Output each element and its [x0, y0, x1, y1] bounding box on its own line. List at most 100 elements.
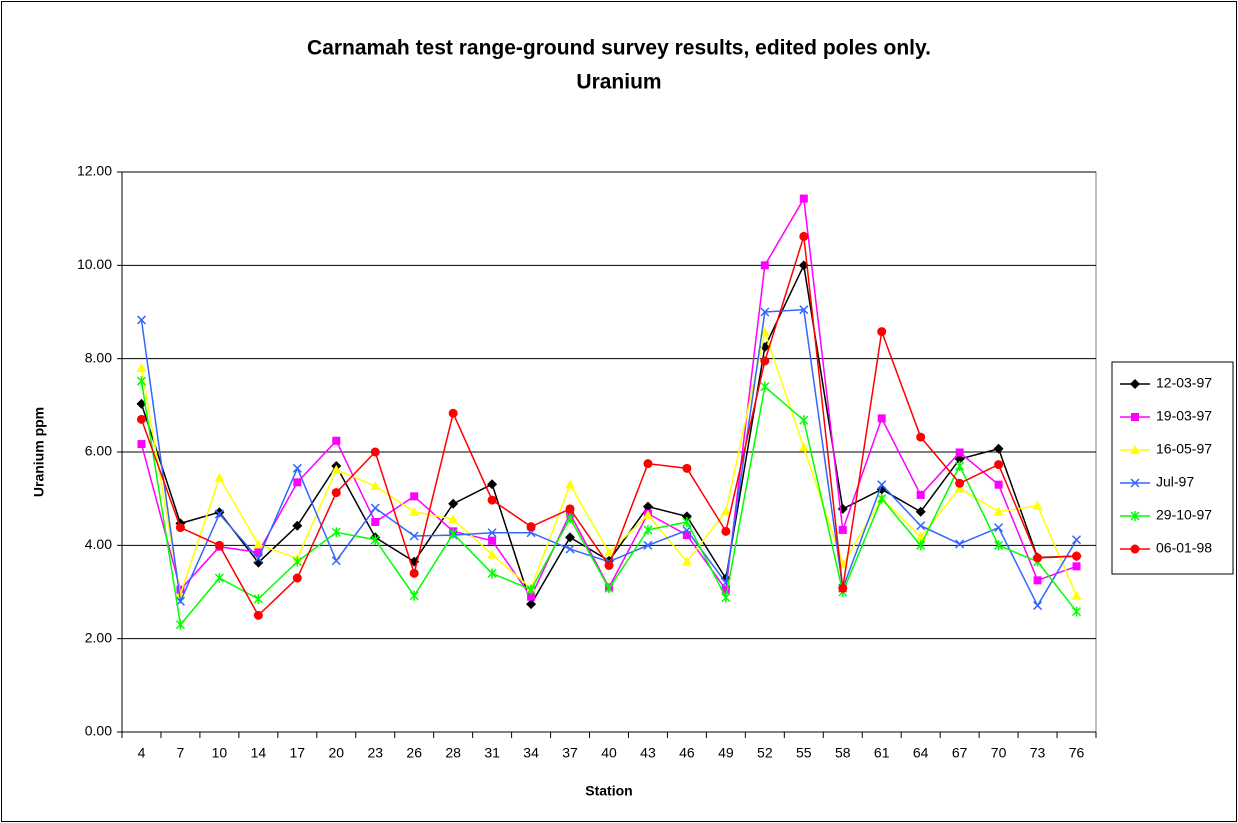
- x-tick-label: 61: [874, 745, 890, 761]
- data-point: [370, 481, 381, 491]
- data-point: [370, 534, 380, 545]
- data-point: [721, 592, 731, 603]
- x-tick-label: 76: [1069, 745, 1085, 761]
- data-point: [253, 610, 263, 620]
- data-point: [410, 492, 419, 501]
- x-tick-label: 52: [757, 745, 773, 761]
- data-point: [760, 307, 770, 317]
- y-tick-label: 10.00: [77, 256, 112, 272]
- x-axis-title: Station: [585, 783, 632, 799]
- data-point: [292, 556, 302, 567]
- data-point: [1072, 562, 1081, 571]
- data-point: [253, 553, 263, 563]
- data-point: [994, 540, 1004, 551]
- legend-item: Jul-97: [1120, 474, 1194, 490]
- data-point: [1033, 601, 1043, 611]
- data-point: [448, 528, 458, 539]
- x-tick-label: 31: [484, 745, 500, 761]
- y-tick-label: 2.00: [85, 629, 112, 645]
- data-point: [604, 560, 614, 570]
- data-point: [1033, 576, 1042, 585]
- data-point: [487, 495, 497, 505]
- data-point: [760, 381, 770, 392]
- data-point: [1033, 553, 1043, 563]
- data-point: [604, 583, 614, 594]
- data-point: [760, 261, 769, 270]
- data-point: [526, 599, 537, 610]
- data-point: [254, 548, 263, 557]
- data-point: [487, 549, 498, 559]
- x-tick-label: 46: [679, 745, 695, 761]
- data-point: [916, 540, 926, 551]
- data-point: [955, 461, 965, 471]
- data-point: [136, 414, 146, 424]
- data-point: [955, 478, 965, 488]
- x-tick-label: 70: [991, 745, 1007, 761]
- data-point: [488, 536, 497, 545]
- data-point: [643, 524, 653, 535]
- data-point: [643, 540, 653, 550]
- x-tick-label: 40: [601, 745, 617, 761]
- legend-label: 16-05-97: [1156, 441, 1212, 457]
- data-point: [604, 547, 614, 557]
- legend-marker: [1131, 413, 1139, 421]
- data-point: [799, 305, 809, 315]
- data-point: [293, 478, 302, 487]
- legend-label: 06-01-98: [1156, 540, 1212, 556]
- data-point: [1072, 551, 1082, 561]
- x-tick-label: 17: [290, 745, 306, 761]
- data-point: [955, 539, 965, 549]
- x-tick-label: 64: [913, 745, 929, 761]
- data-point: [175, 523, 185, 533]
- x-tick-label: 23: [367, 745, 383, 761]
- data-point: [409, 531, 419, 541]
- data-point: [681, 556, 692, 566]
- data-point: [253, 594, 263, 604]
- data-point: [799, 415, 809, 426]
- data-point: [565, 532, 576, 543]
- legend-label: 12-03-97: [1156, 375, 1212, 391]
- data-point: [954, 454, 965, 464]
- data-point: [409, 506, 420, 516]
- data-point: [214, 573, 224, 583]
- data-point: [565, 504, 575, 514]
- x-tick-label: 20: [328, 745, 344, 761]
- data-point: [682, 517, 692, 527]
- legend-item: 19-03-97: [1120, 408, 1212, 424]
- data-point: [370, 447, 380, 457]
- data-point: [994, 480, 1003, 489]
- data-point: [760, 356, 770, 366]
- chart-title: Carnamah test range-ground survey result…: [307, 37, 931, 60]
- x-tick-label: 4: [138, 745, 146, 761]
- legend-marker: [1130, 478, 1140, 488]
- data-point: [877, 493, 887, 504]
- data-point: [331, 464, 342, 474]
- y-tick-label: 4.00: [85, 536, 112, 552]
- x-tick-label: 14: [251, 745, 267, 761]
- data-point: [565, 513, 575, 524]
- legend-marker: [1130, 544, 1140, 554]
- x-tick-label: 10: [212, 745, 228, 761]
- data-point: [527, 592, 536, 601]
- legend-item: 29-10-97: [1120, 507, 1212, 523]
- data-point: [214, 509, 224, 519]
- y-tick-label: 6.00: [85, 443, 112, 459]
- data-point: [994, 523, 1004, 533]
- y-tick-label: 8.00: [85, 349, 112, 365]
- data-point: [331, 556, 341, 566]
- series: [136, 231, 1082, 620]
- data-point: [331, 488, 341, 498]
- x-tick-label: 28: [445, 745, 461, 761]
- x-tick-label: 34: [523, 745, 539, 761]
- data-point: [526, 584, 536, 595]
- data-point: [916, 432, 926, 442]
- x-tick-label: 67: [952, 745, 968, 761]
- data-point: [721, 526, 731, 536]
- data-point: [916, 490, 925, 499]
- data-point: [877, 480, 887, 490]
- legend-item: 12-03-97: [1120, 375, 1212, 391]
- legend-label: Jul-97: [1156, 474, 1194, 490]
- data-point: [1071, 535, 1082, 545]
- data-point: [916, 521, 926, 531]
